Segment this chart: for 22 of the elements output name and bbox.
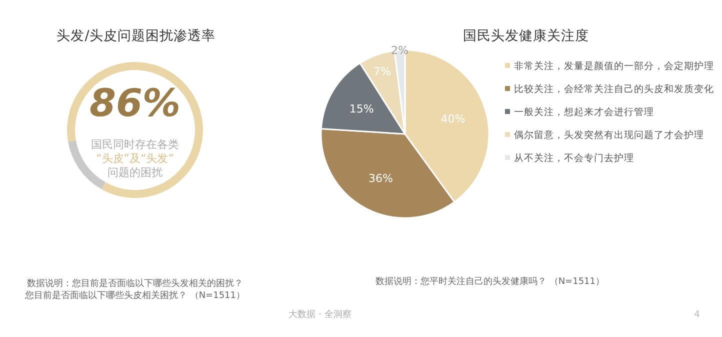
legend-label: 从不关注，不会专门去护理 [514,152,634,164]
data-label: 40% [440,112,466,126]
data-label: 36% [368,172,393,186]
legend-label: 一般关注，想起来才会进行管理 [514,106,654,118]
chart-title: 头发/头皮问题困扰渗透率 [56,28,216,44]
legend-label: 偶尔留意，头发突然有出现问题了才会护理 [514,129,704,141]
text: 数据说明：您平时关注自己的头发健康吗？ （N=1511） [375,276,605,287]
text: 数据说明：您目前是否面临以下哪些头发相关的困扰？ [27,278,243,289]
data-label: 15% [349,102,374,116]
text: 4 [694,310,700,320]
text: “头皮”及“头发” [96,152,174,165]
data-label: 7% [374,64,391,78]
text: 国民同时存在各类 [91,138,179,151]
text: 您目前是否面临以下哪些头皮相关困扰？ （N=1511） [24,290,246,301]
chart-title: 国民头发健康关注度 [463,28,589,44]
legend-label: 非常关注，发量是颜值的一部分，会定期护理 [514,60,714,72]
legend-label: 比较关注，会经常关注自己的头皮和发质变化 [514,83,714,95]
text: 问题的困扰 [108,166,162,179]
text: 大数据 · 全洞察 [288,309,352,320]
donut-slice [67,62,203,198]
data-label: 86% [90,81,180,125]
data-label: 2% [391,44,408,58]
